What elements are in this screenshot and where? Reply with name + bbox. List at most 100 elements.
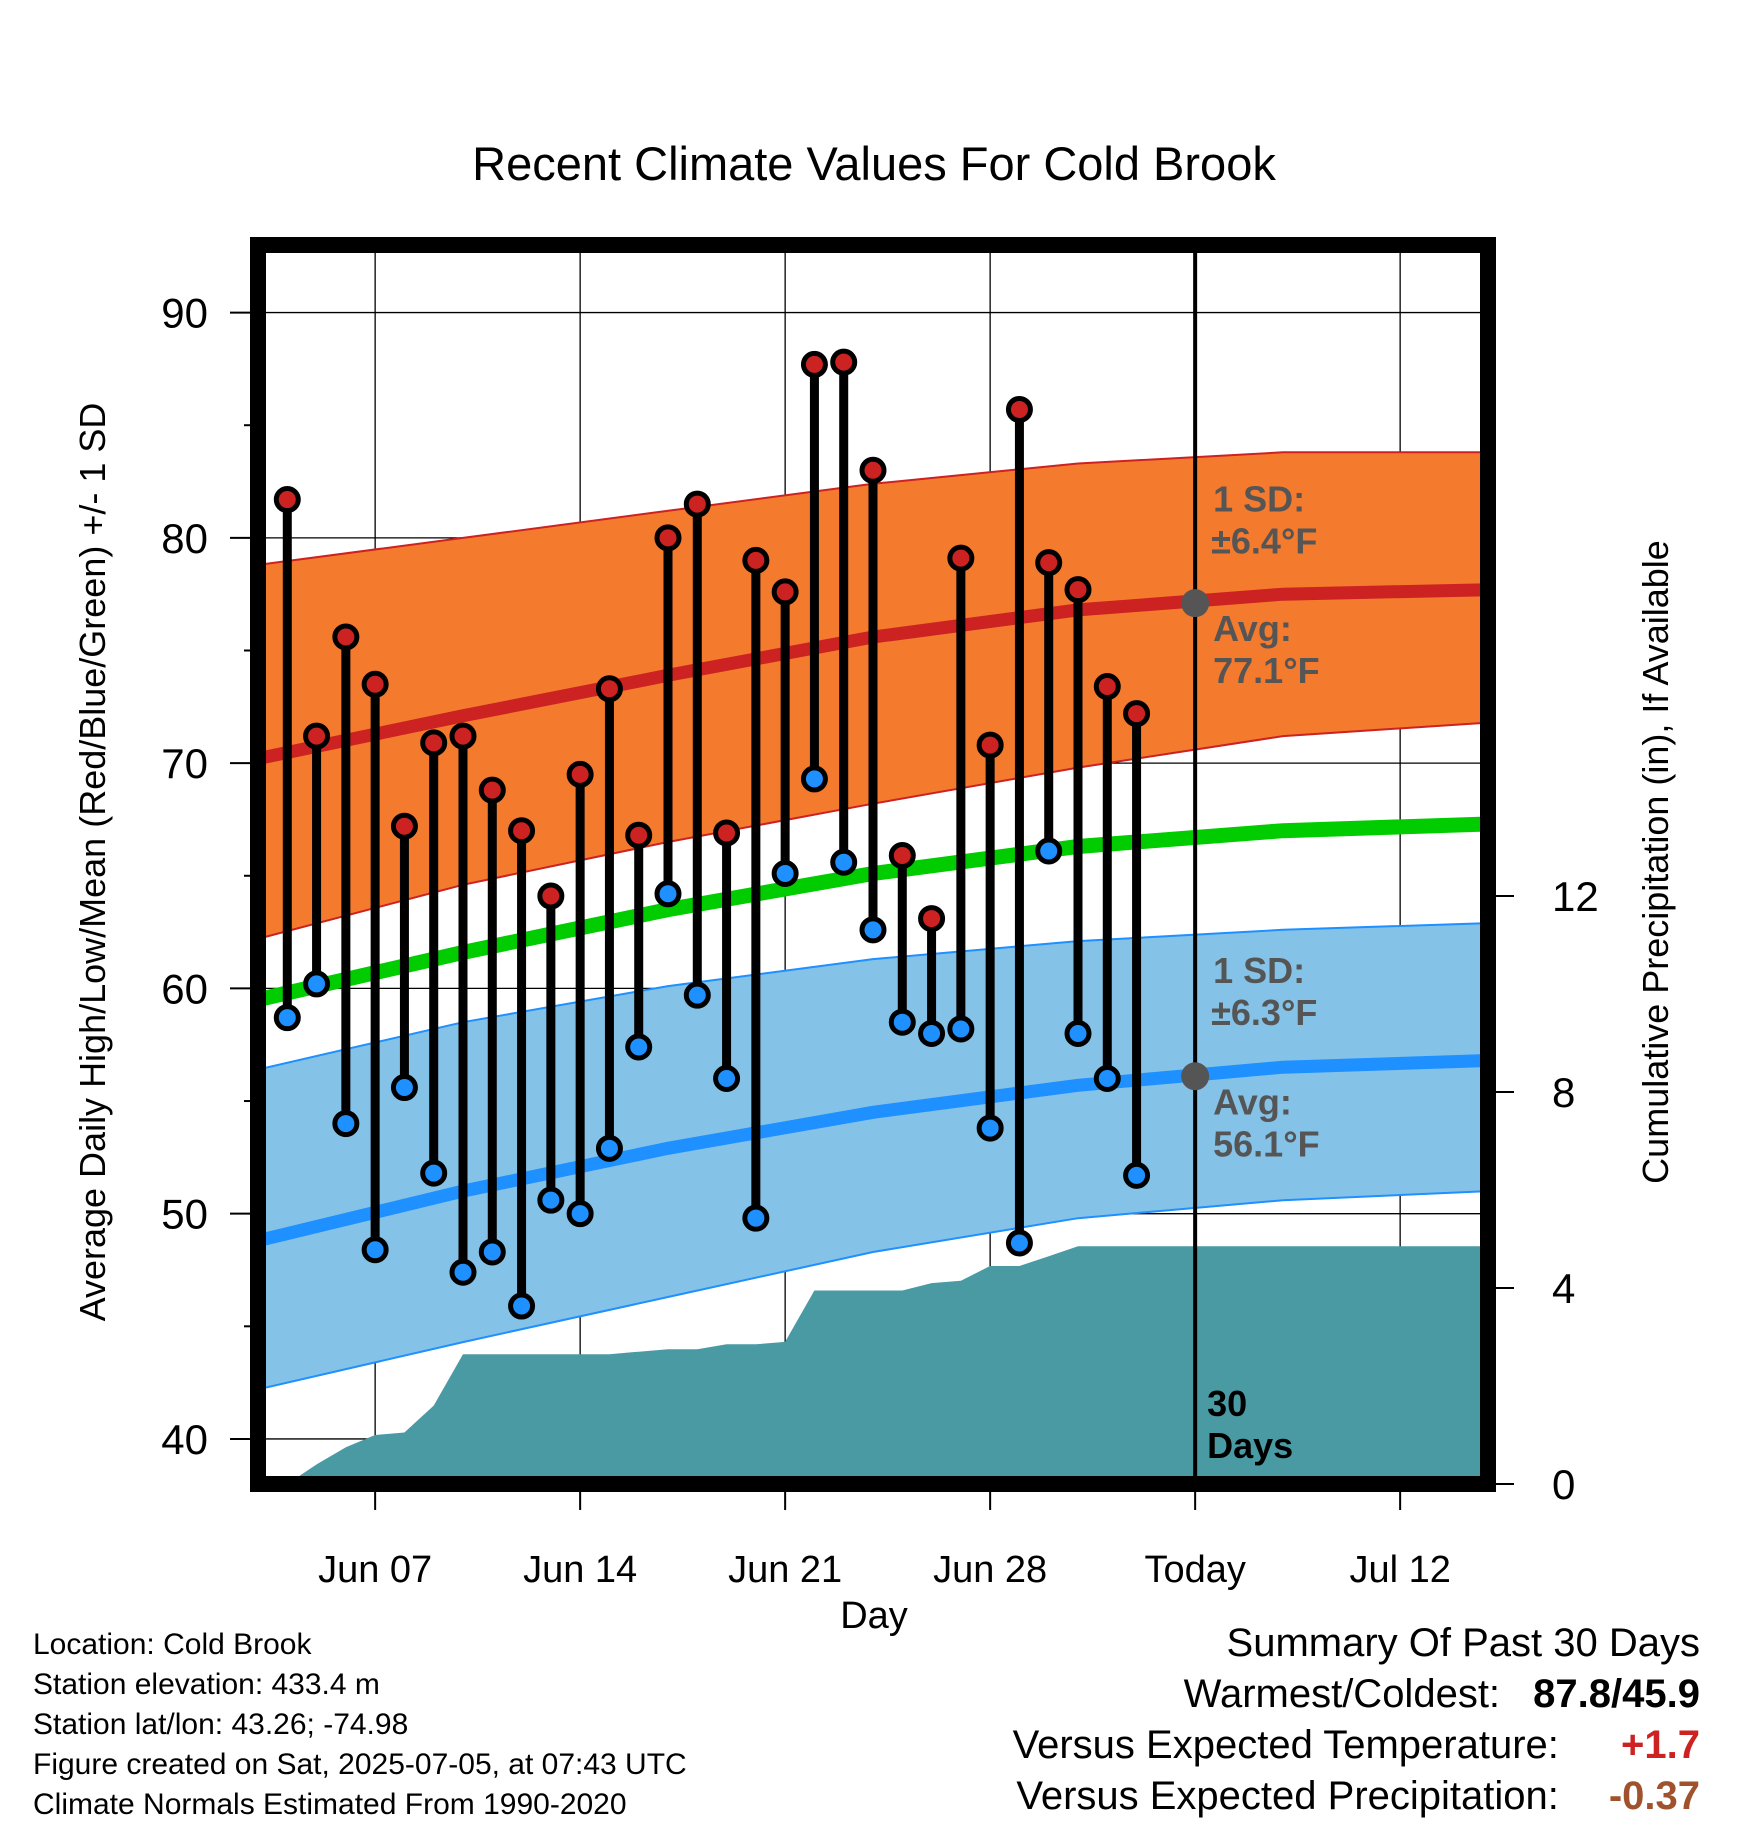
daily-low-point: [508, 1292, 536, 1320]
precip-diff-row: Versus Expected Precipitation: -0.37: [1013, 1771, 1700, 1822]
daily-high-point: [332, 623, 360, 651]
daily-high-point: [1093, 673, 1121, 701]
daily-low-point: [1064, 1019, 1092, 1047]
low-sd-value: ±6.3°F: [1211, 992, 1317, 1033]
daily-high-point: [800, 350, 828, 378]
precip-area: [287, 1246, 1488, 1484]
temp-diff-value: +1.7: [1621, 1723, 1700, 1767]
daily-low-point: [1005, 1229, 1033, 1257]
daily-high-point: [361, 670, 389, 698]
x-tick-label: Today: [1144, 1549, 1245, 1591]
warm-cold-row: Warmest/Coldest: 87.8/45.9: [1013, 1669, 1700, 1720]
daily-low-point: [390, 1074, 418, 1102]
daily-high-point: [537, 882, 565, 910]
daily-low-point: [1123, 1161, 1151, 1189]
daily-high-point: [478, 776, 506, 804]
daily-low-point: [918, 1019, 946, 1047]
daily-low-point: [595, 1134, 623, 1162]
daily-high-point: [654, 524, 682, 552]
y-axis-label: Average Daily High/Low/Mean (Red/Blue/Gr…: [72, 403, 113, 1322]
daily-high-point: [859, 456, 887, 484]
y-tick-label: 90: [161, 290, 208, 337]
temp-diff-label: Versus Expected Temperature:: [1012, 1723, 1559, 1767]
daily-low-point: [332, 1110, 360, 1138]
daily-high-point: [508, 817, 536, 845]
daily-low-point: [625, 1033, 653, 1061]
created-text: Figure created on Sat, 2025-07-05, at 07…: [33, 1748, 687, 1781]
x-axis-label: Day: [840, 1595, 908, 1637]
daily-low-point: [713, 1065, 741, 1093]
daily-high-point: [1035, 549, 1063, 577]
high-sd-value: ±6.4°F: [1211, 521, 1317, 562]
daily-low-point: [830, 848, 858, 876]
daily-low-point: [273, 1004, 301, 1032]
low-avg-value: 56.1°F: [1213, 1123, 1319, 1164]
high-sd-label: 1 SD:: [1213, 479, 1305, 520]
high-avg-label: Avg:: [1213, 608, 1292, 649]
daily-high-point: [742, 546, 770, 574]
daily-high-point: [595, 675, 623, 703]
days-word-label: Days: [1207, 1425, 1293, 1466]
daily-low-point: [361, 1236, 389, 1264]
y2-tick-label: 4: [1552, 1265, 1575, 1312]
daily-high-point: [918, 905, 946, 933]
daily-high-point: [303, 722, 331, 750]
elevation-text: Station elevation: 433.4 m: [33, 1668, 380, 1701]
x-tick-label: Jun 28: [933, 1549, 1047, 1591]
daily-low-point: [947, 1015, 975, 1043]
daily-low-point: [976, 1114, 1004, 1142]
daily-low-point: [478, 1238, 506, 1266]
daily-high-point: [830, 348, 858, 376]
daily-high-point: [888, 841, 916, 869]
daily-low-point: [420, 1159, 448, 1187]
y-tick-label: 80: [161, 515, 208, 562]
warm-cold-label: Warmest/Coldest:: [1183, 1672, 1501, 1716]
daily-low-point: [537, 1186, 565, 1214]
daily-low-point: [859, 916, 887, 944]
daily-low-point: [654, 880, 682, 908]
x-tick-label: Jun 21: [728, 1549, 842, 1591]
precip-diff-label: Versus Expected Precipitation:: [1016, 1774, 1559, 1818]
y-tick-label: 40: [161, 1416, 208, 1463]
latlon-text: Station lat/lon: 43.26; -74.98: [33, 1708, 409, 1741]
chart-title: Recent Climate Values For Cold Brook: [472, 137, 1276, 190]
daily-low-point: [888, 1008, 916, 1036]
daily-high-point: [976, 731, 1004, 759]
summary-panel: Summary Of Past 30 Days Warmest/Coldest:…: [1013, 1618, 1700, 1822]
daily-high-point: [947, 544, 975, 572]
daily-low-point: [771, 860, 799, 888]
today-low-avg-point: [1181, 1062, 1210, 1091]
daily-low-point: [800, 765, 828, 793]
daily-high-point: [566, 760, 594, 788]
daily-high-point: [1005, 395, 1033, 423]
x-tick-label: Jun 07: [318, 1549, 432, 1591]
y2-tick-label: 8: [1552, 1069, 1575, 1116]
days-number-label: 30: [1207, 1383, 1247, 1424]
y2-tick-label: 0: [1552, 1461, 1575, 1508]
low-sd-label: 1 SD:: [1213, 950, 1305, 991]
daily-high-point: [449, 722, 477, 750]
daily-high-point: [713, 819, 741, 847]
daily-high-point: [771, 578, 799, 606]
y-tick-label: 70: [161, 740, 208, 787]
daily-low-point: [303, 970, 331, 998]
summary-title: Summary Of Past 30 Days: [1226, 1621, 1700, 1665]
daily-high-point: [420, 729, 448, 757]
station-info: Location: Cold Brook Station elevation: …: [33, 1625, 687, 1825]
low-sd-band: [258, 922, 1488, 1391]
y-tick-label: 50: [161, 1191, 208, 1238]
daily-low-point: [683, 981, 711, 1009]
daily-high-point: [625, 821, 653, 849]
location-text: Location: Cold Brook: [33, 1628, 312, 1661]
normals-text: Climate Normals Estimated From 1990-2020: [33, 1788, 627, 1821]
daily-low-point: [449, 1258, 477, 1286]
daily-high-point: [1123, 700, 1151, 728]
y2-axis-label: Cumulative Precipitation (in), If Availa…: [1635, 540, 1676, 1184]
warm-cold-value: 87.8/45.9: [1533, 1672, 1700, 1716]
y-tick-label: 60: [161, 965, 208, 1012]
daily-high-point: [1064, 576, 1092, 604]
daily-high-point: [273, 486, 301, 514]
